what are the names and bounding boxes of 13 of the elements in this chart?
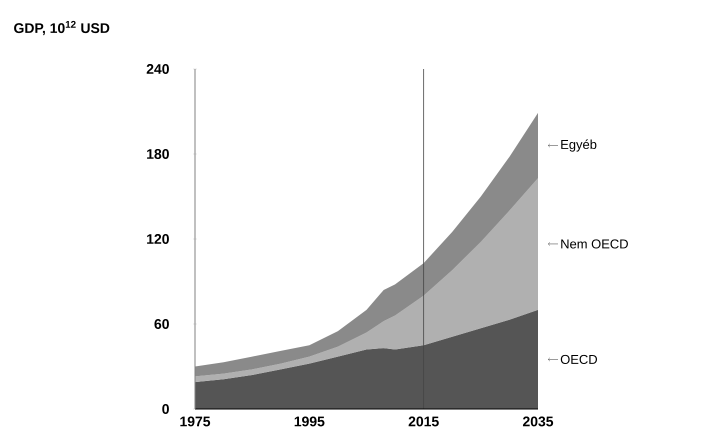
x-tick-label: 2015 [408,416,439,426]
x-tick-label: 1975 [180,416,210,426]
y-tick-label: 60 [154,319,169,329]
x-tick-label: 1995 [294,416,324,426]
y-tick-label: 120 [147,234,169,244]
y-tick-label: 180 [147,149,169,159]
y-tick-label: 0 [162,404,169,414]
x-tick-label: 2035 [522,416,554,426]
chart-title: GDP, 10$^{12}$ USD [14,20,110,36]
series-label: Egyéb [561,139,596,152]
series-label: OECD [560,354,597,364]
y-tick-label: 240 [146,64,169,74]
series-label: Nem OECD [561,239,628,249]
